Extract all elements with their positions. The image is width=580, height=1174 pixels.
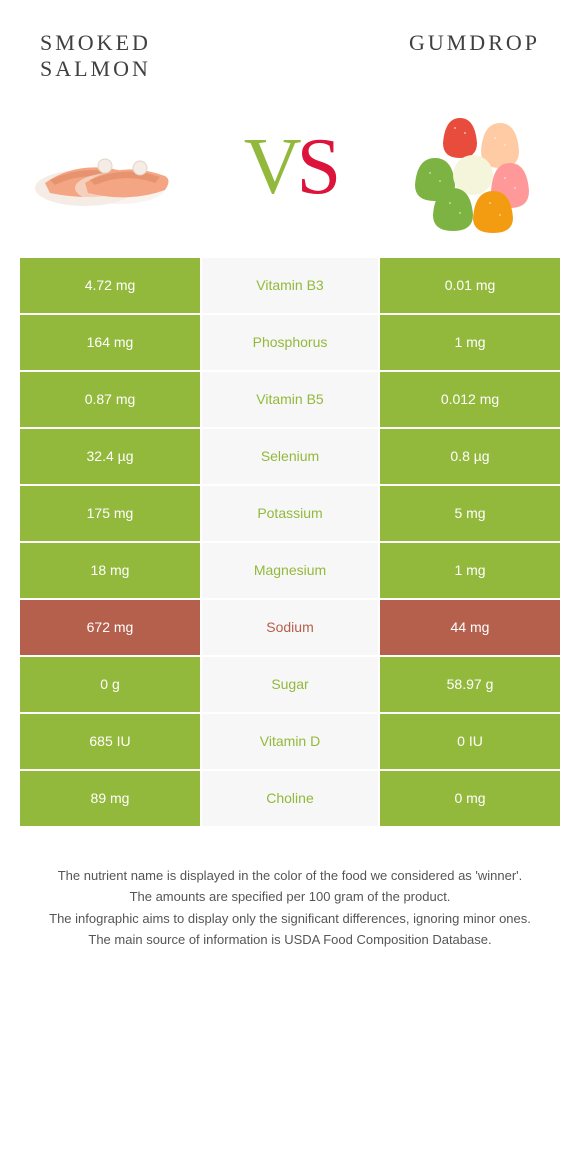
- table-row: 89 mgCholine0 mg: [20, 771, 560, 826]
- nutrient-name-cell: Potassium: [202, 486, 378, 541]
- left-value-cell: 18 mg: [20, 543, 200, 598]
- right-value-cell: 0 mg: [380, 771, 560, 826]
- nutrient-name-cell: Vitamin B3: [202, 258, 378, 313]
- table-row: 0.87 mgVitamin B50.012 mg: [20, 372, 560, 427]
- left-value-cell: 32.4 µg: [20, 429, 200, 484]
- nutrient-name-cell: Choline: [202, 771, 378, 826]
- nutrient-name-cell: Phosphorus: [202, 315, 378, 370]
- salmon-image: [30, 108, 180, 228]
- right-value-cell: 0.01 mg: [380, 258, 560, 313]
- footer-line-2: The amounts are specified per 100 gram o…: [30, 887, 550, 907]
- left-value-cell: 672 mg: [20, 600, 200, 655]
- right-value-cell: 1 mg: [380, 315, 560, 370]
- nutrient-name-cell: Vitamin D: [202, 714, 378, 769]
- footer-notes: The nutrient name is displayed in the co…: [20, 866, 560, 950]
- table-row: 175 mgPotassium5 mg: [20, 486, 560, 541]
- right-value-cell: 0 IU: [380, 714, 560, 769]
- vs-label: VS: [244, 122, 336, 213]
- vs-s-letter: S: [297, 123, 337, 211]
- nutrient-name-cell: Selenium: [202, 429, 378, 484]
- header: SMOKED SALMON GUMDROP: [20, 30, 560, 83]
- nutrient-name-cell: Sodium: [202, 600, 378, 655]
- nutrient-name-cell: Magnesium: [202, 543, 378, 598]
- left-value-cell: 4.72 mg: [20, 258, 200, 313]
- nutrient-table: 4.72 mgVitamin B30.01 mg164 mgPhosphorus…: [20, 258, 560, 826]
- right-value-cell: 58.97 g: [380, 657, 560, 712]
- right-value-cell: 44 mg: [380, 600, 560, 655]
- left-value-cell: 164 mg: [20, 315, 200, 370]
- footer-line-4: The main source of information is USDA F…: [30, 930, 550, 950]
- right-value-cell: 0.012 mg: [380, 372, 560, 427]
- table-row: 4.72 mgVitamin B30.01 mg: [20, 258, 560, 313]
- right-food-title: GUMDROP: [340, 30, 540, 56]
- table-row: 164 mgPhosphorus1 mg: [20, 315, 560, 370]
- left-value-cell: 175 mg: [20, 486, 200, 541]
- vs-v-letter: V: [244, 123, 297, 211]
- footer-line-1: The nutrient name is displayed in the co…: [30, 866, 550, 886]
- right-value-cell: 0.8 µg: [380, 429, 560, 484]
- left-value-cell: 89 mg: [20, 771, 200, 826]
- table-row: 32.4 µgSelenium0.8 µg: [20, 429, 560, 484]
- left-food-title: SMOKED SALMON: [40, 30, 240, 83]
- gumdrop-image: [400, 108, 550, 228]
- left-value-cell: 0 g: [20, 657, 200, 712]
- nutrient-name-cell: Sugar: [202, 657, 378, 712]
- footer-line-3: The infographic aims to display only the…: [30, 909, 550, 929]
- left-value-cell: 685 IU: [20, 714, 200, 769]
- table-row: 685 IUVitamin D0 IU: [20, 714, 560, 769]
- right-value-cell: 5 mg: [380, 486, 560, 541]
- left-value-cell: 0.87 mg: [20, 372, 200, 427]
- right-value-cell: 1 mg: [380, 543, 560, 598]
- table-row: 18 mgMagnesium1 mg: [20, 543, 560, 598]
- table-row: 672 mgSodium44 mg: [20, 600, 560, 655]
- images-row: VS: [20, 108, 560, 228]
- nutrient-name-cell: Vitamin B5: [202, 372, 378, 427]
- table-row: 0 gSugar58.97 g: [20, 657, 560, 712]
